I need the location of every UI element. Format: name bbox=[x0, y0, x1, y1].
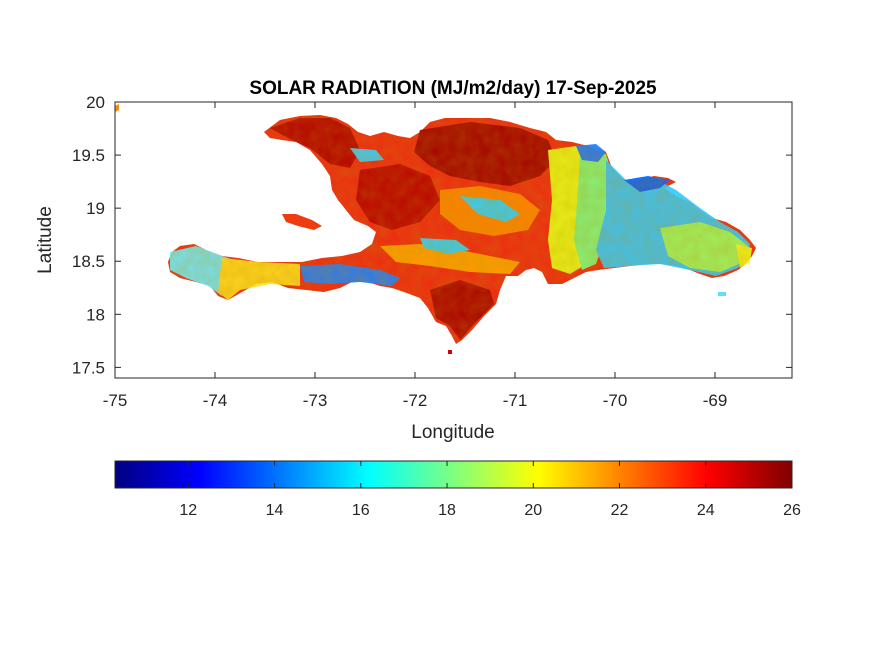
x-tick-label: -75 bbox=[103, 391, 128, 410]
colorbar-tick-label: 20 bbox=[524, 502, 542, 519]
chart-title: SOLAR RADIATION (MJ/m2/day) 17-Sep-2025 bbox=[249, 78, 657, 99]
y-tick-label: 19 bbox=[86, 199, 105, 218]
colorbar-tick-label: 14 bbox=[266, 502, 284, 519]
map-area bbox=[115, 104, 756, 354]
y-axis-label: Latitude bbox=[35, 206, 56, 274]
x-tick-label: -69 bbox=[703, 391, 728, 410]
corner-fragment bbox=[115, 104, 119, 112]
axes-box bbox=[114, 101, 793, 379]
field-texture bbox=[168, 115, 756, 344]
colorbar-ticks: 12 14 16 18 20 22 24 26 bbox=[179, 461, 801, 519]
colorbar-tick-label: 18 bbox=[438, 502, 456, 519]
x-tick-label: -72 bbox=[403, 391, 428, 410]
small-islet-south bbox=[448, 350, 452, 354]
colorbar-tick-label: 22 bbox=[611, 502, 629, 519]
x-tick-label: -71 bbox=[503, 391, 528, 410]
y-tick-label: 18 bbox=[86, 305, 105, 324]
colorbar: 12 14 16 18 20 22 24 26 bbox=[114, 460, 801, 519]
y-axis: 17.5 18 18.5 19 19.5 20 bbox=[72, 93, 792, 377]
x-tick-label: -70 bbox=[603, 391, 628, 410]
colorbar-gradient bbox=[114, 460, 793, 489]
colorbar-tick-label: 24 bbox=[697, 502, 715, 519]
y-tick-label: 18.5 bbox=[72, 252, 105, 271]
small-islet-east bbox=[718, 292, 726, 296]
colorbar-tick-label: 26 bbox=[783, 502, 801, 519]
x-tick-label: -73 bbox=[303, 391, 328, 410]
y-tick-label: 20 bbox=[86, 93, 105, 112]
colorbar-tick-label: 16 bbox=[352, 502, 370, 519]
x-axis: -75 -74 -73 -72 -71 -70 -69 bbox=[103, 102, 728, 410]
colorbar-tick-label: 12 bbox=[179, 502, 197, 519]
y-tick-label: 17.5 bbox=[72, 358, 105, 377]
x-axis-label: Longitude bbox=[411, 422, 494, 443]
y-tick-label: 19.5 bbox=[72, 146, 105, 165]
x-tick-label: -74 bbox=[203, 391, 228, 410]
gonave-island bbox=[282, 214, 322, 230]
